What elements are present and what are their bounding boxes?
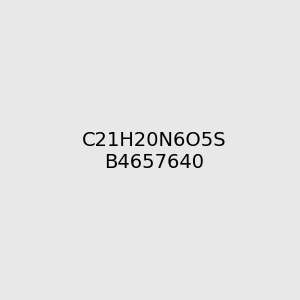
Text: C21H20N6O5S
B4657640: C21H20N6O5S B4657640 [81,131,226,172]
